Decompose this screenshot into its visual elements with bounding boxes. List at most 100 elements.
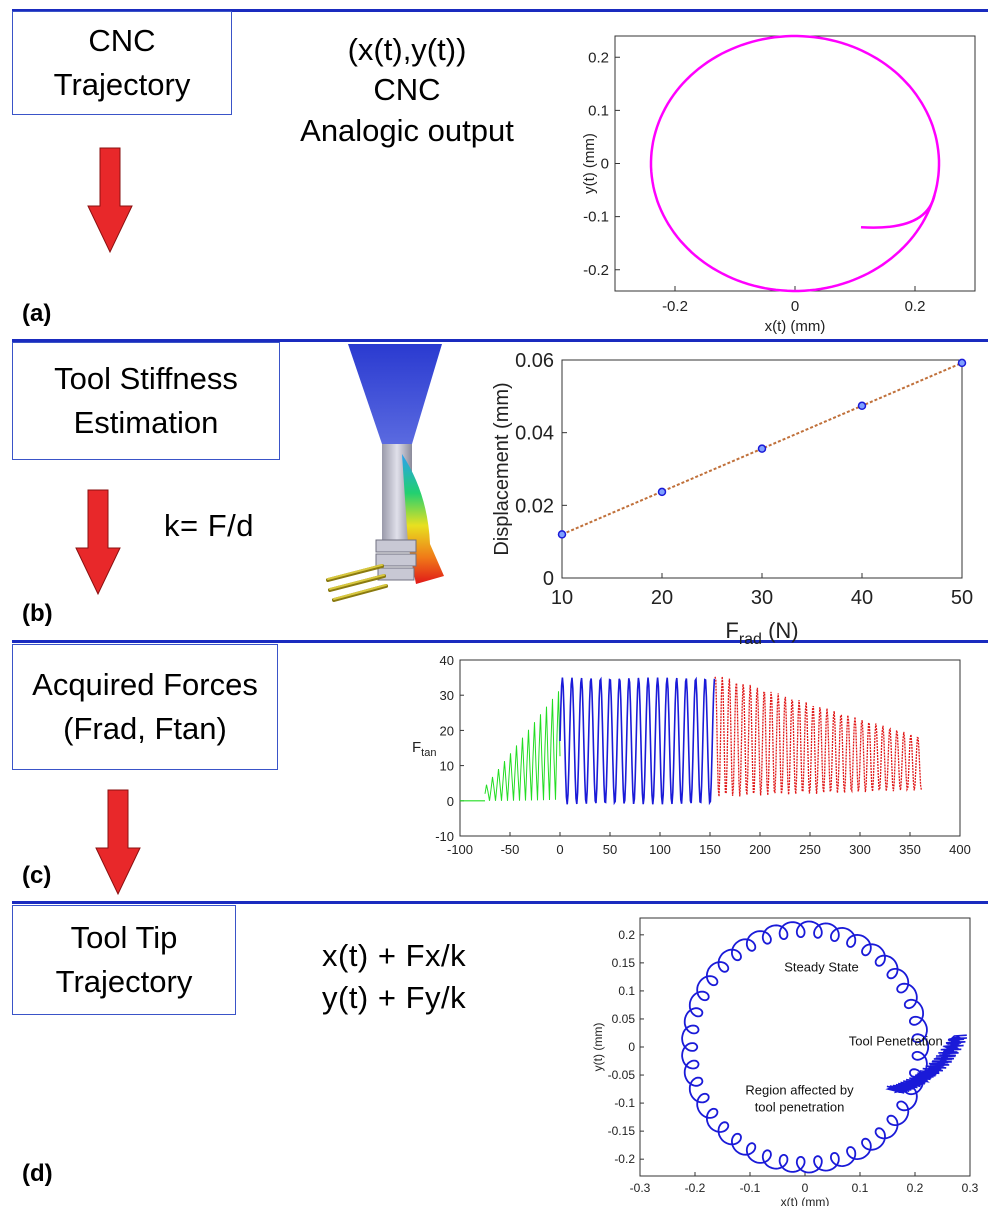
step-box-line: Estimation — [73, 405, 219, 440]
x-tick-label: 0 — [791, 298, 799, 315]
y-tick-label: 30 — [440, 688, 454, 703]
x-tick-label: 0.2 — [905, 298, 926, 315]
cnc-output-line: Analogic output — [300, 112, 514, 148]
x-tick-label: -50 — [501, 842, 520, 857]
y-tick-label: 20 — [440, 723, 454, 738]
x-axis-label: x(t) (mm) — [781, 1195, 830, 1206]
x-tick-label: -0.1 — [740, 1181, 761, 1195]
y-tick-label: 0.06 — [515, 350, 554, 372]
step-box-tool-tip-trajectory: Tool Tip Trajectory — [12, 905, 236, 1015]
step-box-cnc-trajectory: CNC Trajectory — [12, 11, 232, 115]
y-tick-label: 0.2 — [618, 928, 635, 942]
step-box-line: (Frad, Ftan) — [63, 711, 227, 746]
step-box-line: CNC — [88, 22, 156, 58]
y-tick-label: -0.1 — [614, 1096, 635, 1110]
y-tick-label: 40 — [440, 653, 454, 668]
x-tick-label: -100 — [447, 842, 473, 857]
y-tick-label: 0.15 — [612, 956, 636, 970]
section-divider-b — [12, 339, 988, 342]
down-arrow-icon — [95, 789, 141, 896]
trajectory-circle — [649, 34, 941, 293]
y-tick-label: 0 — [543, 568, 554, 590]
y-tick-label: -0.05 — [608, 1068, 636, 1082]
x-tick-label: 0.3 — [962, 1181, 979, 1195]
y-tick-label: -0.2 — [614, 1152, 635, 1166]
formula-line-y: y(t) + Fy/k — [322, 979, 467, 1015]
y-axis-label: Displacement (mm) — [491, 382, 513, 555]
step-box-line: Trajectory — [53, 67, 191, 102]
x-tick-label: -0.2 — [662, 298, 688, 315]
x-tick-label: 20 — [651, 587, 673, 609]
tool-tip-trajectory-chart: -0.3 -0.2 -0.1 0 0.1 0.2 0.3 -0.2 -0.15 -0.1 -0.05… — [591, 917, 979, 1206]
step-box-line: Acquired Forces — [32, 666, 258, 702]
annotation-steady-state: Steady State — [784, 959, 858, 974]
step-box-line: Trajectory — [55, 964, 193, 999]
plot-frame — [614, 35, 976, 292]
data-point — [857, 401, 867, 411]
x-tick-label: 200 — [749, 842, 771, 857]
x-tick-label: 400 — [949, 842, 971, 857]
y-tick-label: 0 — [601, 156, 609, 173]
tangential-force-chart: -100 -50 0 50 100 150 200 250 300 350 400-10010203… — [412, 653, 971, 857]
step-box-tool-stiffness: Tool Stiffness Estimation — [12, 342, 280, 460]
data-point — [957, 358, 967, 368]
step-box-line: Tool Stiffness — [54, 360, 238, 396]
panel-label-a: (a) — [22, 300, 52, 327]
x-tick-label: -0.3 — [630, 1181, 651, 1195]
annotation-tool-penetration: Tool Penetration — [849, 1033, 943, 1048]
plot-frame — [561, 359, 963, 579]
y-tick-label: 0.2 — [588, 49, 609, 66]
step-box-line: Tool Tip — [70, 919, 178, 955]
step-box-acquired-forces: Acquired Forces (Frad, Ftan) — [12, 644, 278, 770]
annotation-region-line-1: Region affected by — [745, 1083, 854, 1098]
x-tick-label: 50 — [603, 842, 617, 857]
data-point — [757, 444, 767, 453]
x-axis-label: Frad (N) — [725, 618, 798, 648]
x-tick-label: 0.1 — [852, 1181, 869, 1195]
force-series-steady — [559, 676, 716, 806]
x-tick-label: 100 — [649, 842, 671, 857]
x-tick-label: 30 — [751, 587, 773, 609]
y-axis-label: y(t) (mm) — [581, 133, 598, 194]
penetration-path — [885, 1034, 967, 1094]
x-axis-label: x(t) (mm) — [765, 318, 826, 335]
section-divider-d — [12, 901, 988, 904]
panel-label-d: (d) — [22, 1160, 53, 1187]
x-tick-label: 350 — [899, 842, 921, 857]
x-tick-label: 10 — [551, 587, 573, 609]
section-divider-c — [12, 640, 988, 643]
y-tick-label: -0.1 — [583, 209, 609, 226]
down-arrow-icon — [87, 147, 133, 254]
x-tick-label: -0.2 — [685, 1181, 706, 1195]
y-tick-label: 0.04 — [515, 423, 554, 445]
x-tick-label: 300 — [849, 842, 871, 857]
cnc-output-text: (x(t),y(t)) CNC Analogic output — [282, 30, 532, 151]
y-tick-label: 0 — [447, 794, 454, 809]
y-tick-label: 0.05 — [612, 1012, 636, 1026]
x-tick-label: 150 — [699, 842, 721, 857]
y-tick-label: 0.02 — [515, 495, 554, 517]
x-tick-label: 50 — [951, 587, 973, 609]
y-axis-label: Ftan — [412, 739, 436, 759]
x-tick-label: 250 — [799, 842, 821, 857]
x-tick-label: 0 — [556, 842, 563, 857]
panel-label-c: (c) — [22, 862, 52, 889]
y-tick-label: 0.1 — [618, 984, 635, 998]
y-tick-label: 0 — [628, 1040, 635, 1054]
annotation-region-line-2: tool penetration — [755, 1100, 845, 1115]
data-point — [557, 530, 567, 539]
force-series-entry — [484, 691, 561, 801]
x-tick-label: 40 — [851, 587, 873, 609]
y-tick-label: 10 — [440, 759, 454, 774]
force-series-exit — [714, 676, 923, 797]
section-divider-a — [12, 9, 988, 12]
y-tick-label: -0.2 — [583, 262, 609, 279]
y-tick-label: 0.1 — [588, 102, 609, 119]
down-arrow-icon — [75, 489, 121, 596]
entry-spiral — [860, 194, 936, 229]
cnc-output-line: (x(t),y(t)) — [347, 32, 467, 67]
cnc-trajectory-chart: -0.2 0 0.2 -0.2 -0.1 0 0.1 0.2 x(t) (mm) y(t) (mm… — [581, 34, 976, 335]
panel-label-b: (b) — [22, 600, 53, 627]
formula-line-x: x(t) + Fx/k — [322, 938, 467, 973]
y-tick-label: -10 — [435, 829, 454, 844]
